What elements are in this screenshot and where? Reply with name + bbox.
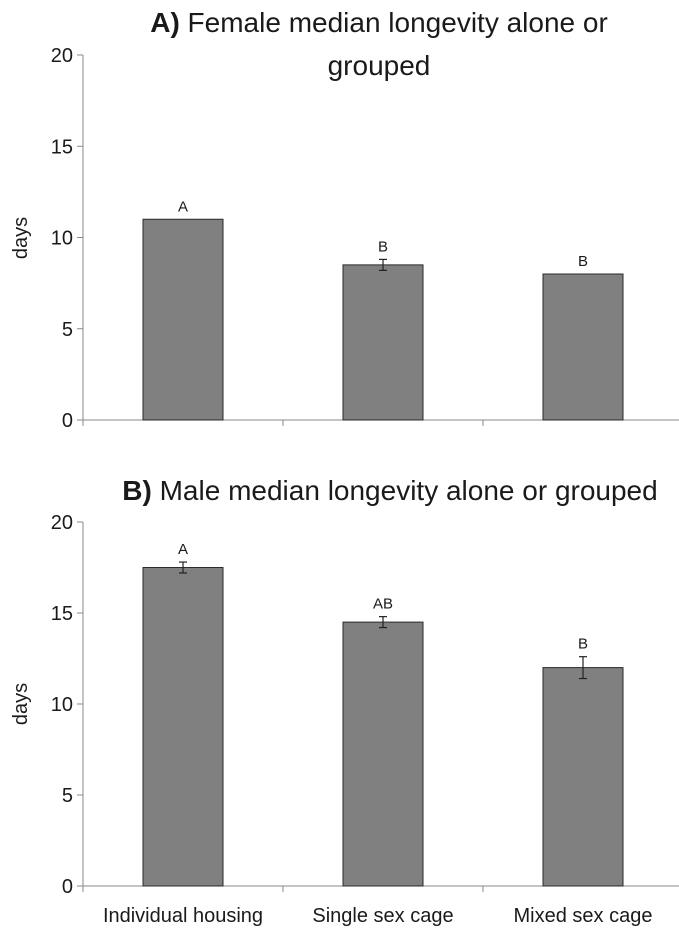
y-axis-label: days — [10, 217, 32, 259]
chart-title-prefix: B) — [122, 475, 159, 506]
y-tick-label: 10 — [51, 694, 73, 716]
y-tick-label: 10 — [51, 228, 73, 250]
significance-label: A — [178, 541, 188, 558]
y-tick-label: 20 — [51, 512, 73, 534]
x-category-label: Mixed sex cage — [514, 905, 653, 927]
chart-title: A) Female median longevity alone or — [150, 7, 608, 38]
significance-label: A — [178, 198, 188, 215]
y-tick-label: 5 — [62, 785, 73, 807]
significance-label: B — [378, 238, 388, 255]
chart-panel-b: B) Male median longevity alone or groupe… — [10, 475, 679, 927]
chart-title-prefix: A) — [150, 7, 187, 38]
bar — [542, 273, 624, 421]
y-tick-label: 15 — [51, 136, 73, 158]
y-tick-label: 0 — [62, 410, 73, 432]
bar — [342, 621, 424, 887]
x-category-label: Single sex cage — [312, 905, 453, 927]
x-category-label: Individual housing — [103, 905, 263, 927]
chart-panel-a: A) Female median longevity alone or group… — [10, 7, 679, 432]
bar — [542, 667, 624, 887]
chart-title: grouped — [328, 50, 431, 81]
significance-label: AB — [373, 596, 393, 613]
y-tick-label: 5 — [62, 319, 73, 341]
bar — [142, 567, 224, 887]
bar — [342, 264, 424, 421]
y-tick-label: 15 — [51, 603, 73, 625]
significance-label: B — [578, 636, 588, 653]
chart-title-text: Male median longevity alone or grouped — [160, 475, 658, 506]
significance-label: B — [578, 253, 588, 270]
y-axis-label: days — [10, 683, 32, 725]
chart-title-text: grouped — [328, 50, 431, 81]
y-tick-label: 20 — [51, 45, 73, 67]
y-tick-label: 0 — [62, 876, 73, 898]
bar — [142, 218, 224, 421]
chart-title: B) Male median longevity alone or groupe… — [122, 475, 657, 506]
chart-title-text: Female median longevity alone or — [188, 7, 608, 38]
